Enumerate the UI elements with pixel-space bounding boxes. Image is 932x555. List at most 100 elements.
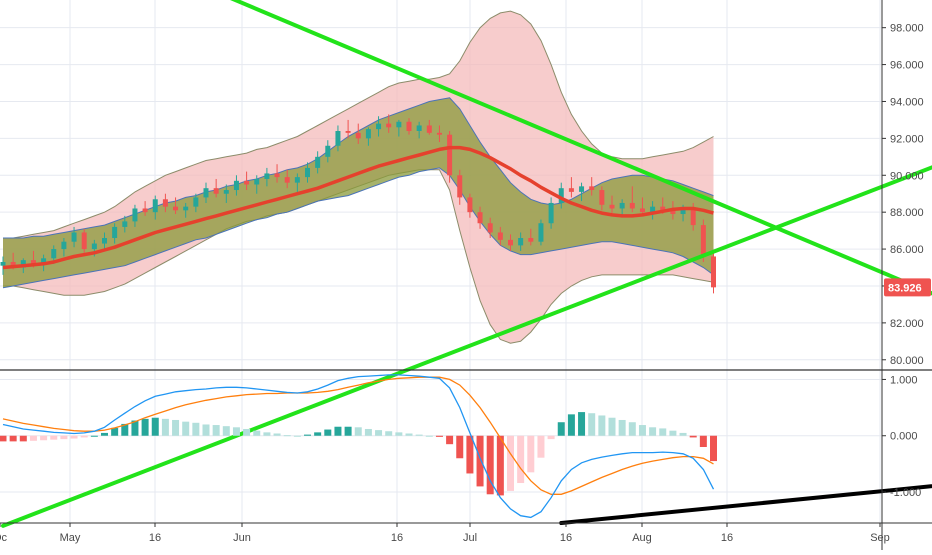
candle-body bbox=[173, 206, 179, 211]
macd-histogram-bar bbox=[222, 426, 230, 436]
candle-body bbox=[345, 130, 351, 133]
macd-histogram-bar bbox=[425, 435, 433, 437]
support-line bbox=[559, 484, 932, 525]
candle-body bbox=[203, 188, 209, 198]
macd-histogram-bar bbox=[527, 435, 535, 473]
macd-histogram-bar bbox=[557, 422, 565, 436]
candle-body bbox=[305, 167, 310, 178]
macd-histogram-bar bbox=[19, 435, 27, 442]
macd-histogram-bar bbox=[415, 434, 423, 436]
macd-histogram-bar bbox=[588, 413, 596, 436]
last-price-marker: 83.926 bbox=[884, 278, 931, 297]
candle-body bbox=[284, 177, 290, 183]
macd-histogram-bar bbox=[70, 435, 78, 439]
macd-histogram-bar bbox=[121, 423, 129, 436]
candle-body bbox=[538, 223, 544, 242]
macd-histogram-bar bbox=[435, 435, 443, 437]
candle-body bbox=[264, 173, 270, 179]
candle-body bbox=[568, 188, 574, 192]
inner-band-fill bbox=[3, 97, 714, 288]
last-price-badge bbox=[884, 278, 931, 297]
price-tick-label: 86.000 bbox=[890, 244, 924, 256]
candle-body bbox=[294, 177, 300, 183]
time-tick-label: Sep bbox=[870, 532, 890, 544]
macd-histogram-bar bbox=[638, 425, 646, 436]
macd-pane bbox=[0, 374, 717, 519]
price-tick-label: 98.000 bbox=[890, 23, 924, 35]
candle-body bbox=[650, 206, 656, 213]
candle-body bbox=[457, 175, 463, 198]
macd-histogram-bar bbox=[232, 427, 240, 436]
moving-average bbox=[2, 145, 714, 270]
candle-body bbox=[599, 190, 605, 205]
macd-histogram-bar bbox=[354, 427, 362, 436]
macd-line bbox=[2, 374, 715, 519]
macd-histogram-bar bbox=[283, 435, 291, 437]
outer-band-upper-line bbox=[3, 10, 714, 239]
candle-body bbox=[477, 212, 483, 224]
last-price-label: 83.926 bbox=[888, 282, 922, 294]
price-tick-label: 92.000 bbox=[890, 133, 924, 145]
macd-histogram-bar bbox=[9, 435, 17, 442]
macd-histogram-bar bbox=[172, 419, 180, 436]
candle-body bbox=[426, 125, 432, 133]
macd-histogram-bar bbox=[324, 429, 332, 436]
macd-histogram-bar bbox=[628, 422, 636, 436]
candle-body bbox=[670, 210, 676, 215]
candle-body bbox=[416, 125, 422, 131]
candle-body bbox=[355, 132, 361, 139]
macd-histogram-bar bbox=[446, 435, 454, 445]
macd-tick-label: 0.000 bbox=[890, 431, 918, 443]
macd-histogram-bar bbox=[679, 432, 687, 436]
macd-histogram-bar bbox=[0, 435, 7, 442]
macd-histogram-bar bbox=[456, 435, 464, 459]
time-tick-label: 16 bbox=[721, 532, 733, 544]
candle-body bbox=[162, 199, 168, 207]
price-tick-label: 90.000 bbox=[890, 170, 924, 182]
time-tick-label: 16 bbox=[149, 532, 161, 544]
candle-body bbox=[376, 123, 382, 130]
candle-body bbox=[396, 121, 402, 128]
candle-body bbox=[508, 239, 513, 246]
macd-histogram-bar bbox=[567, 414, 575, 436]
macd-histogram-bar bbox=[111, 427, 119, 436]
macd-histogram-bar bbox=[699, 435, 707, 447]
time-tick-label: 16 bbox=[391, 532, 403, 544]
candle-body bbox=[0, 261, 6, 266]
candle-body bbox=[335, 130, 341, 146]
macd-histogram-bar bbox=[669, 430, 677, 436]
macd-histogram-bar bbox=[192, 422, 200, 436]
candle-body bbox=[680, 208, 686, 215]
macd-histogram-bar bbox=[151, 417, 159, 436]
macd-histogram-bar bbox=[304, 434, 311, 436]
candle-body bbox=[548, 202, 554, 224]
candle-body bbox=[609, 204, 615, 209]
macd-histogram-bar bbox=[466, 435, 474, 474]
candle-body bbox=[365, 129, 371, 139]
candle-body bbox=[528, 238, 534, 242]
candle-body bbox=[122, 221, 128, 227]
candle-body bbox=[325, 145, 331, 157]
candle-body bbox=[619, 202, 625, 209]
macd-histogram-bar bbox=[50, 435, 58, 440]
candle-body bbox=[91, 243, 97, 250]
macd-histogram-bar bbox=[507, 435, 514, 491]
price-tick-label: 80.000 bbox=[890, 355, 924, 367]
macd-histogram-bar bbox=[40, 435, 48, 441]
macd-histogram-bar bbox=[314, 432, 322, 436]
candle-body bbox=[589, 186, 595, 191]
macd-histogram-bar bbox=[649, 427, 657, 436]
candle-body bbox=[30, 260, 36, 264]
macd-histogram-bar bbox=[578, 412, 586, 436]
macd-histogram-bar bbox=[101, 432, 108, 436]
candle-body bbox=[132, 208, 138, 222]
macd-histogram-bar bbox=[710, 435, 717, 462]
candle-body bbox=[81, 232, 87, 250]
time-tick-label: Jul bbox=[463, 532, 477, 544]
candle-body bbox=[690, 208, 696, 226]
candle-body bbox=[487, 223, 493, 233]
macd-histogram-bar bbox=[496, 435, 504, 496]
candle-body bbox=[183, 206, 189, 211]
